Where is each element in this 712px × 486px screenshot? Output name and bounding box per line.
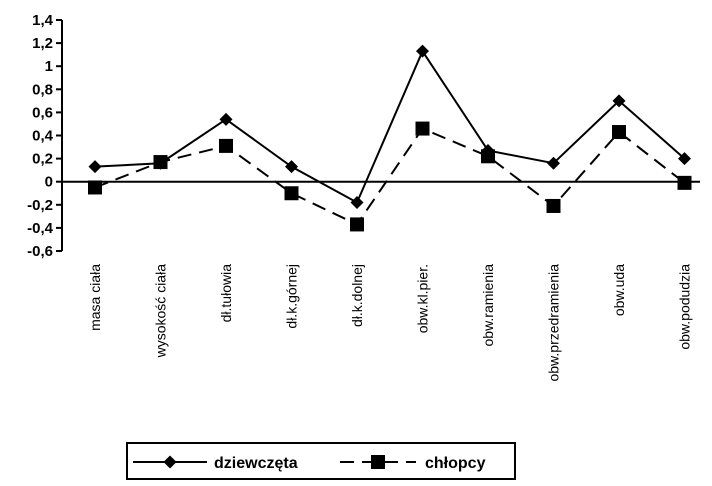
y-tick-label: -0,2 xyxy=(27,197,53,214)
y-tick-label: -0,4 xyxy=(27,220,54,237)
category-labels: masa ciała wysokość ciała dł.tułowia dł.k.g… xyxy=(87,264,693,382)
data-point-diamond xyxy=(219,112,233,126)
category-label: dł.k.górnej xyxy=(284,264,300,329)
data-point-square xyxy=(612,125,626,140)
y-tick-label: 0,6 xyxy=(32,104,53,121)
data-point-diamond xyxy=(350,195,364,209)
category-label: obw.przedramienia xyxy=(546,264,562,382)
data-point-square xyxy=(481,149,495,164)
series-2 xyxy=(88,121,692,232)
series-line xyxy=(94,49,686,204)
series-1 xyxy=(88,44,691,209)
y-tick-label: 0 xyxy=(45,174,53,191)
data-point-square xyxy=(219,138,233,153)
data-point-square xyxy=(546,198,561,213)
data-point-square xyxy=(415,121,430,136)
y-tick-label: -0,6 xyxy=(27,243,53,260)
category-label: wysokość ciała xyxy=(153,264,169,359)
category-label: dł.tułowia xyxy=(218,264,234,323)
data-point-diamond xyxy=(678,152,691,166)
series-line xyxy=(94,127,686,226)
legend: dziewczęta chłopcy xyxy=(126,442,516,480)
data-point-square xyxy=(153,155,168,170)
data-point-diamond xyxy=(285,160,298,174)
legend-label: chłopcy xyxy=(425,455,486,472)
y-axis: -0,6 -0,4 -0,2 0 0,2 0,4 0,6 0,8 1 1,2 1,4 xyxy=(27,12,63,260)
data-point-diamond xyxy=(547,156,560,170)
data-point-diamond xyxy=(416,44,429,58)
data-point-square xyxy=(677,175,692,190)
category-label: dł.k.dolnej xyxy=(349,264,365,327)
y-tick-label: 0,2 xyxy=(32,151,53,168)
category-label: masa ciała xyxy=(87,264,103,331)
data-point-square xyxy=(284,186,299,201)
y-tick-label: 1,4 xyxy=(32,12,54,29)
y-tick-label: 1 xyxy=(45,58,53,75)
data-point-square xyxy=(371,455,385,469)
data-point-diamond xyxy=(612,94,626,108)
y-tick-label: 0,8 xyxy=(32,81,53,98)
y-tick-label: 0,4 xyxy=(32,128,54,145)
category-label: obw.podudzia xyxy=(677,264,693,350)
y-tick-label: 1,2 xyxy=(32,35,53,52)
data-point-diamond xyxy=(163,455,177,469)
legend-label: dziewczęta xyxy=(214,455,298,472)
category-label: obw.ramienia xyxy=(480,264,496,347)
category-label: obw.kl.pier. xyxy=(415,264,431,333)
series-lines xyxy=(88,44,692,232)
data-point-square xyxy=(350,217,364,232)
data-point-diamond xyxy=(88,160,102,174)
category-label: obw.uda xyxy=(611,264,627,316)
data-point-square xyxy=(88,180,102,195)
